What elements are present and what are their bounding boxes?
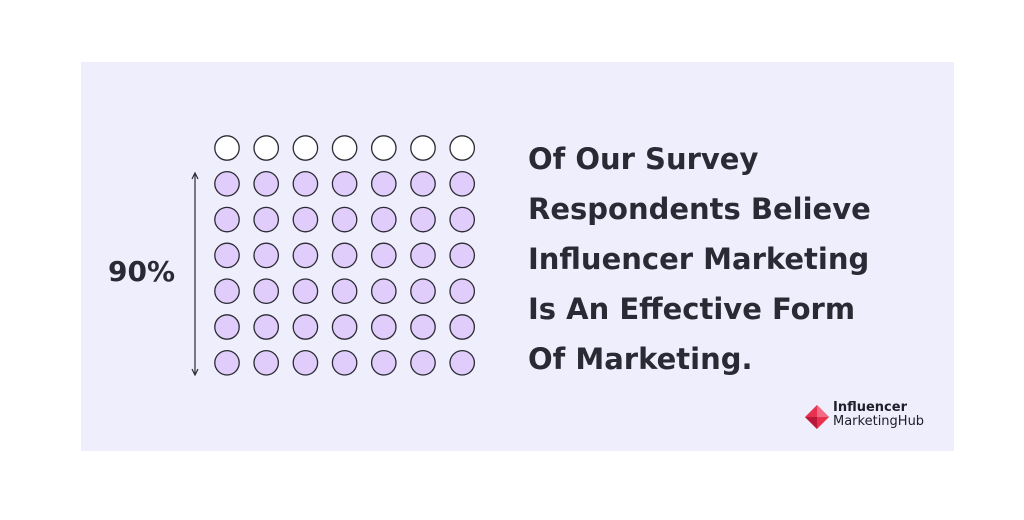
statement-line: Respondents Believe: [528, 192, 871, 226]
dot-filled: [292, 170, 319, 197]
dot-filled: [253, 349, 280, 376]
dot-filled: [449, 314, 476, 340]
dot-filled: [449, 242, 476, 269]
dot-filled: [410, 278, 436, 305]
dot-filled: [331, 170, 358, 197]
dot-grid: [214, 135, 476, 376]
dot-filled: [410, 349, 436, 376]
dot-filled: [331, 242, 358, 269]
logo-word-marketinghub: MarketingHub: [833, 414, 925, 429]
dot-filled: [292, 242, 319, 269]
dot-filled: [331, 278, 358, 305]
dot-filled: [449, 170, 476, 197]
dot-filled: [449, 278, 476, 305]
dot-empty: [253, 135, 280, 161]
dot-filled: [410, 170, 436, 197]
dot-filled: [253, 242, 280, 269]
dot-filled: [292, 314, 319, 340]
dot-filled: [331, 349, 358, 376]
dot-filled: [370, 278, 397, 305]
dot-empty: [331, 135, 358, 161]
dot-filled: [410, 242, 436, 269]
statement-text: Of Our Survey Respondents Believe Influenc…: [528, 134, 928, 384]
dot-filled: [370, 170, 397, 197]
dot-filled: [410, 314, 436, 340]
statement-line: Is An Effective Form: [528, 292, 856, 326]
dot-filled: [331, 206, 358, 233]
dot-empty: [292, 135, 319, 161]
dot-filled: [214, 278, 240, 305]
dot-filled: [292, 278, 319, 305]
dot-empty: [410, 135, 436, 161]
dot-filled: [214, 206, 240, 233]
dot-filled: [292, 349, 319, 376]
dot-filled: [449, 349, 476, 376]
dot-empty: [370, 135, 397, 161]
dot-filled: [214, 314, 240, 340]
statement-line: Of Marketing.: [528, 342, 753, 376]
dot-filled: [370, 314, 397, 340]
brand-logo: Influencer MarketingHub: [804, 400, 944, 432]
dot-filled: [370, 206, 397, 233]
dot-empty: [449, 135, 476, 161]
dot-filled: [253, 170, 280, 197]
logo-word-influencer: Influencer: [833, 400, 907, 415]
dot-filled: [331, 314, 358, 340]
dot-filled: [214, 349, 240, 376]
percent-label: 90%: [108, 255, 176, 288]
influencer-marketing-hub-logo-icon: [805, 405, 829, 429]
dot-empty: [214, 135, 240, 161]
dot-filled: [253, 278, 280, 305]
dot-filled: [370, 349, 397, 376]
dot-filled: [214, 170, 240, 197]
dot-filled: [253, 314, 280, 340]
dot-filled: [292, 206, 319, 233]
dot-filled: [370, 242, 397, 269]
statement-line: Influencer Marketing: [528, 242, 870, 276]
dot-filled: [410, 206, 436, 233]
dot-filled: [214, 242, 240, 269]
dot-filled: [253, 206, 280, 233]
statement-line: Of Our Survey: [528, 142, 759, 176]
range-arrow: [191, 171, 199, 377]
dot-filled: [449, 206, 476, 233]
